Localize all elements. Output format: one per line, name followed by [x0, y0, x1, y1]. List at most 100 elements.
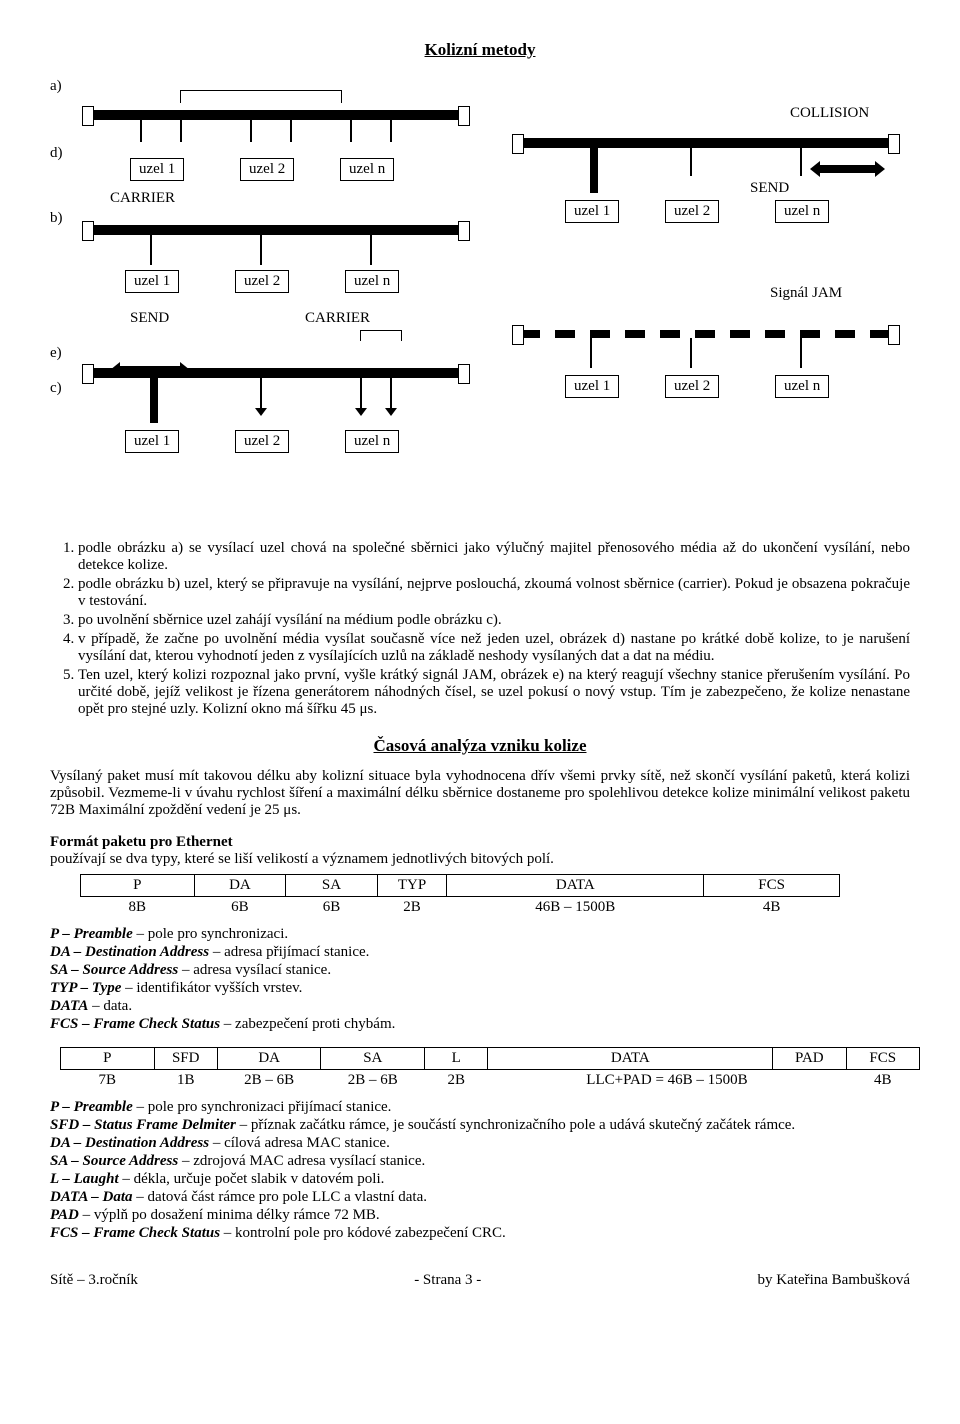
node-box: uzel 1	[565, 375, 619, 398]
definition-term: P – Preamble	[50, 926, 133, 942]
table-header-row: P DA SA TYP DATA FCS	[81, 875, 840, 897]
label-d: d)	[50, 145, 63, 162]
arrow-up	[250, 120, 252, 142]
node-box: uzel 2	[235, 430, 289, 453]
node-box: uzel n	[775, 200, 829, 223]
definition-line: SA – Source Address – adresa vysílací st…	[50, 962, 910, 979]
arrow-down	[260, 378, 262, 408]
table-value-row: 7B 1B 2B – 6B 2B – 6B 2B LLC+PAD = 46B –…	[61, 1070, 920, 1092]
definition-desc: – výplň po dosažení minima délky rámce 7…	[79, 1207, 380, 1223]
definition-line: TYP – Type – identifikátor vyšších vrste…	[50, 980, 910, 997]
ethernet-frame-table-2: P SFD DA SA L DATA PAD FCS 7B 1B 2B – 6B…	[60, 1047, 920, 1091]
definition-term: DATA – Data	[50, 1189, 133, 1205]
definition-term: DA – Destination Address	[50, 1135, 209, 1151]
node-box: uzel 2	[235, 270, 289, 293]
terminator	[512, 134, 524, 154]
footer-left: Sítě – 3.ročník	[50, 1272, 138, 1289]
cell: 1B	[154, 1070, 217, 1092]
cell: DA	[217, 1048, 321, 1070]
arrow-down	[360, 378, 362, 408]
arrow-up	[290, 120, 292, 142]
arrow-up	[390, 120, 392, 142]
list-item: po uvolnění sběrnice uzel zahájí vysílán…	[78, 612, 910, 629]
format-sub: používají se dva typy, které se liší vel…	[50, 851, 554, 867]
definition-line: P – Preamble – pole pro synchronizaci.	[50, 926, 910, 943]
cell: L	[425, 1048, 488, 1070]
table-header-row: P SFD DA SA L DATA PAD FCS	[61, 1048, 920, 1070]
drop-line	[690, 338, 692, 368]
bus-c	[90, 368, 460, 378]
cell: 8B	[81, 897, 195, 919]
definition-term: SA – Source Address	[50, 962, 178, 978]
definition-desc: – identifikátor vyšších vrstev.	[121, 980, 302, 996]
cell: 4B	[846, 1070, 919, 1092]
definition-desc: – kontrolní pole pro kódové zabezpečení …	[220, 1225, 506, 1241]
label-c: c)	[50, 380, 62, 397]
terminator	[82, 364, 94, 384]
definition-desc: – pole pro synchronizaci přijímací stani…	[133, 1099, 392, 1115]
bus-e-dashed	[520, 330, 890, 338]
definition-term: FCS – Frame Check Status	[50, 1016, 220, 1032]
send-label: SEND	[130, 310, 169, 327]
thick-drop	[590, 148, 598, 193]
node-box: uzel n	[345, 270, 399, 293]
node-box: uzel n	[345, 430, 399, 453]
definition-term: SA – Source Address	[50, 1153, 178, 1169]
label-a: a)	[50, 78, 62, 95]
carrier-label: CARRIER	[110, 190, 175, 207]
cell: DA	[194, 875, 286, 897]
node-box: uzel 2	[665, 375, 719, 398]
definition-desc: – pole pro synchronizaci.	[133, 926, 288, 942]
cell: 46B – 1500B	[447, 897, 704, 919]
definition-term: L – Laught	[50, 1171, 119, 1187]
section2-paragraph: Vysílaný paket musí mít takovou délku ab…	[50, 768, 910, 819]
terminator	[888, 325, 900, 345]
definitions-2: P – Preamble – pole pro synchronizaci př…	[50, 1099, 910, 1242]
cell: DATA	[447, 875, 704, 897]
node-box: uzel 1	[565, 200, 619, 223]
page-title: Kolizní metody	[50, 40, 910, 60]
cell: 6B	[286, 897, 378, 919]
terminator	[458, 106, 470, 126]
definition-line: DA – Destination Address – adresa přijím…	[50, 944, 910, 961]
table-value-row: 8B 6B 6B 2B 46B – 1500B 4B	[81, 897, 840, 919]
collision-label: COLLISION	[790, 105, 869, 122]
drop-line	[260, 235, 262, 265]
cell: PAD	[773, 1048, 846, 1070]
cell: 4B	[704, 897, 840, 919]
definition-term: FCS – Frame Check Status	[50, 1225, 220, 1241]
cell: 6B	[194, 897, 286, 919]
drop-line	[800, 148, 802, 176]
format-heading: Formát paketu pro Ethernet	[50, 834, 233, 850]
node-box: uzel n	[775, 375, 829, 398]
cell: 7B	[61, 1070, 155, 1092]
drop-line	[370, 235, 372, 265]
node-box: uzel 1	[130, 158, 184, 181]
list-item: podle obrázku a) se vysílací uzel chová …	[78, 540, 910, 574]
bus-b	[90, 225, 460, 235]
definition-desc: – datová část rámce pro pole LLC a vlast…	[133, 1189, 427, 1205]
definition-line: FCS – Frame Check Status – kontrolní pol…	[50, 1225, 910, 1242]
cell: P	[61, 1048, 155, 1070]
node-box: uzel 1	[125, 430, 179, 453]
definition-line: SA – Source Address – zdrojová MAC adres…	[50, 1153, 910, 1170]
definition-desc: – data.	[88, 998, 132, 1014]
definition-line: SFD – Status Frame Delmiter – příznak za…	[50, 1117, 910, 1134]
drop-line	[590, 338, 592, 368]
jam-label: Signál JAM	[770, 285, 842, 302]
terminator	[82, 106, 94, 126]
page-footer: Sítě – 3.ročník - Strana 3 - by Kateřina…	[50, 1272, 910, 1289]
definition-term: SFD – Status Frame Delmiter	[50, 1117, 236, 1133]
numbered-list: podle obrázku a) se vysílací uzel chová …	[50, 540, 910, 718]
cell: 2B – 6B	[321, 1070, 425, 1092]
bus-d	[520, 138, 890, 148]
arrow-up	[350, 120, 352, 142]
definition-desc: – příznak začátku rámce, je součástí syn…	[236, 1117, 795, 1133]
cell: 2B	[377, 897, 447, 919]
section2-title: Časová analýza vzniku kolize	[50, 736, 910, 756]
node-box: uzel 2	[665, 200, 719, 223]
arrow-down	[390, 378, 392, 408]
definition-desc: – dékla, určuje počet slabik v datovém p…	[119, 1171, 385, 1187]
definition-desc: – adresa vysílací stanice.	[178, 962, 331, 978]
terminator	[888, 134, 900, 154]
